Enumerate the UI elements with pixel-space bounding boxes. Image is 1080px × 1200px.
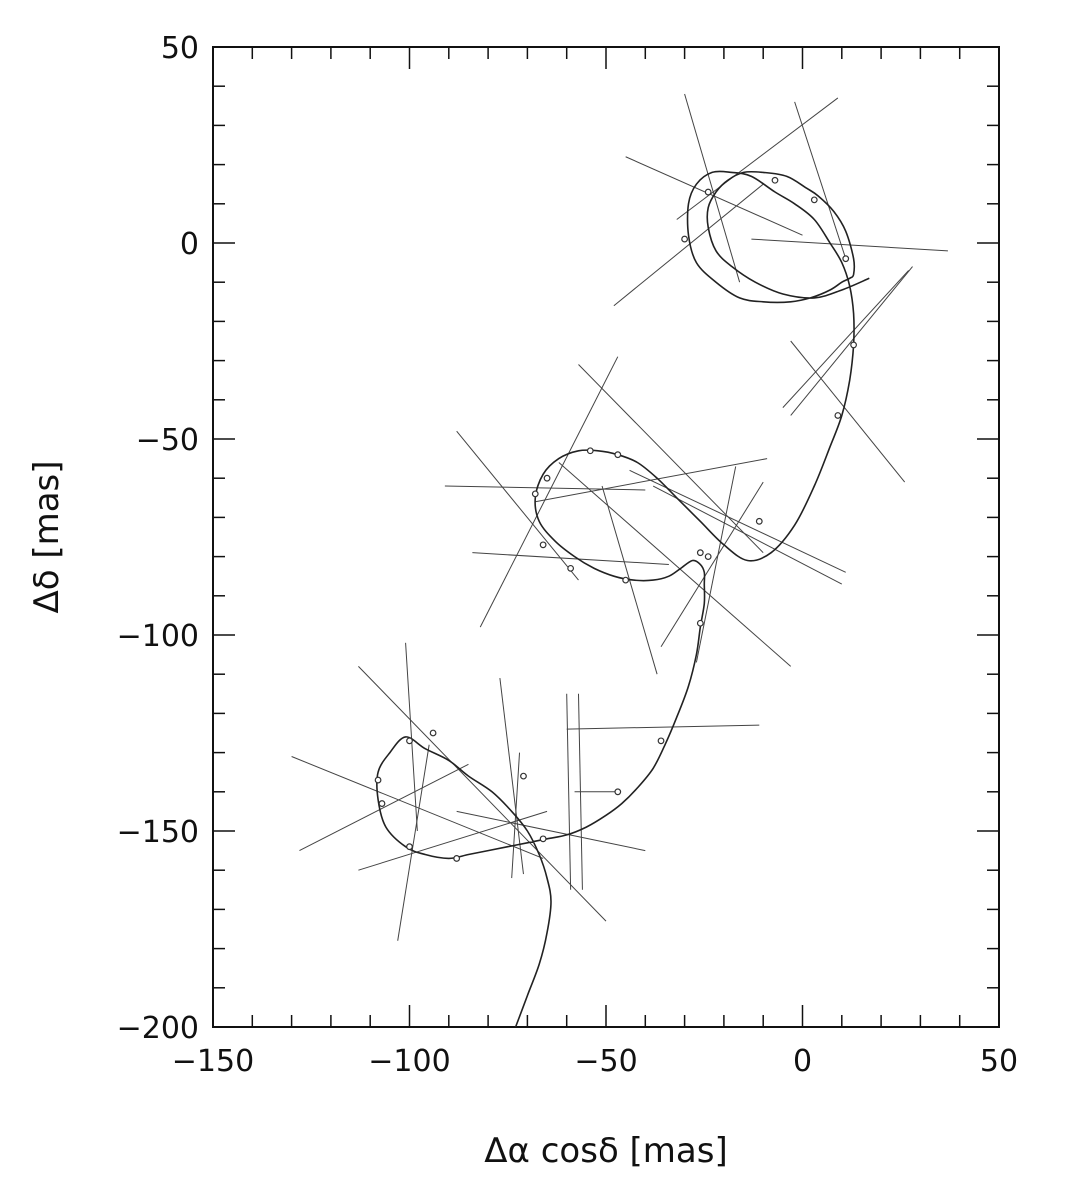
error-line — [472, 552, 669, 565]
error-line — [299, 763, 469, 852]
measurement-point — [531, 490, 539, 498]
error-line — [499, 678, 524, 875]
measurement-point — [543, 474, 551, 482]
error-line — [456, 810, 646, 852]
x-axis-label: Δα cosδ [mas] — [484, 1131, 728, 1171]
plot-frame — [212, 46, 1000, 1028]
x-tick-label: −100 — [368, 1044, 450, 1079]
error-line — [444, 485, 646, 491]
y-tick-label: 50 — [161, 31, 199, 66]
error-lines — [291, 93, 948, 941]
measurement-point — [657, 737, 665, 745]
y-tick-label: −100 — [117, 619, 199, 654]
measurement-point — [539, 541, 547, 549]
error-line — [676, 97, 839, 220]
y-tick-label: −50 — [136, 423, 199, 458]
measurement-point — [834, 412, 842, 419]
error-line — [790, 340, 906, 483]
measurement-point — [406, 737, 413, 745]
measurement-point — [614, 451, 622, 459]
x-tick-label: −50 — [574, 1044, 637, 1079]
error-line — [652, 485, 843, 585]
measurement-point — [696, 619, 704, 627]
measurement-point — [586, 447, 594, 455]
measurement-point — [378, 800, 386, 807]
measurement-point — [622, 576, 630, 584]
error-line — [566, 693, 572, 890]
measurement-point — [771, 176, 779, 184]
measurement-point — [520, 772, 527, 780]
y-axis-label: Δδ [mas] — [27, 460, 67, 613]
measurement-point — [850, 341, 857, 349]
measurement-point — [681, 235, 688, 243]
measurement-point — [696, 549, 704, 557]
measurement-point — [704, 188, 712, 196]
x-tick-label: 50 — [980, 1044, 1018, 1079]
error-line — [558, 462, 792, 667]
error-line — [684, 93, 741, 283]
y-tick-label: −200 — [117, 1011, 199, 1046]
error-line — [578, 364, 764, 554]
orbit-series — [376, 170, 870, 1028]
measurement-point — [614, 788, 622, 796]
axis-ticks — [212, 46, 1000, 1028]
measurement-point — [429, 729, 437, 737]
measurement-point — [755, 517, 763, 525]
measurement-point — [842, 255, 850, 263]
measurement-point — [453, 855, 461, 862]
error-line — [405, 642, 418, 832]
error-line — [629, 469, 846, 573]
measurement-point — [374, 776, 382, 784]
measurement-point — [567, 564, 575, 572]
error-line — [479, 356, 619, 628]
error-line — [613, 183, 764, 307]
x-tick-label: −150 — [172, 1044, 254, 1079]
measurement-point — [539, 835, 547, 843]
y-tick-label: 0 — [180, 227, 199, 262]
error-line — [397, 744, 430, 941]
plot-border — [212, 46, 1000, 1028]
measurement-point — [704, 553, 712, 560]
x-tick-label: 0 — [793, 1044, 812, 1079]
error-line — [456, 430, 579, 581]
error-line — [794, 101, 847, 259]
error-line — [695, 466, 737, 663]
measurement-point — [406, 843, 413, 851]
error-line — [291, 756, 544, 859]
error-line — [566, 724, 760, 730]
y-tick-label: −150 — [117, 815, 199, 850]
orbit-curve — [376, 170, 870, 1028]
error-line — [358, 666, 607, 922]
error-line — [782, 270, 909, 408]
error-line — [790, 266, 913, 416]
measurement-points — [374, 176, 857, 862]
measurement-point — [810, 196, 818, 204]
error-line — [660, 481, 764, 648]
